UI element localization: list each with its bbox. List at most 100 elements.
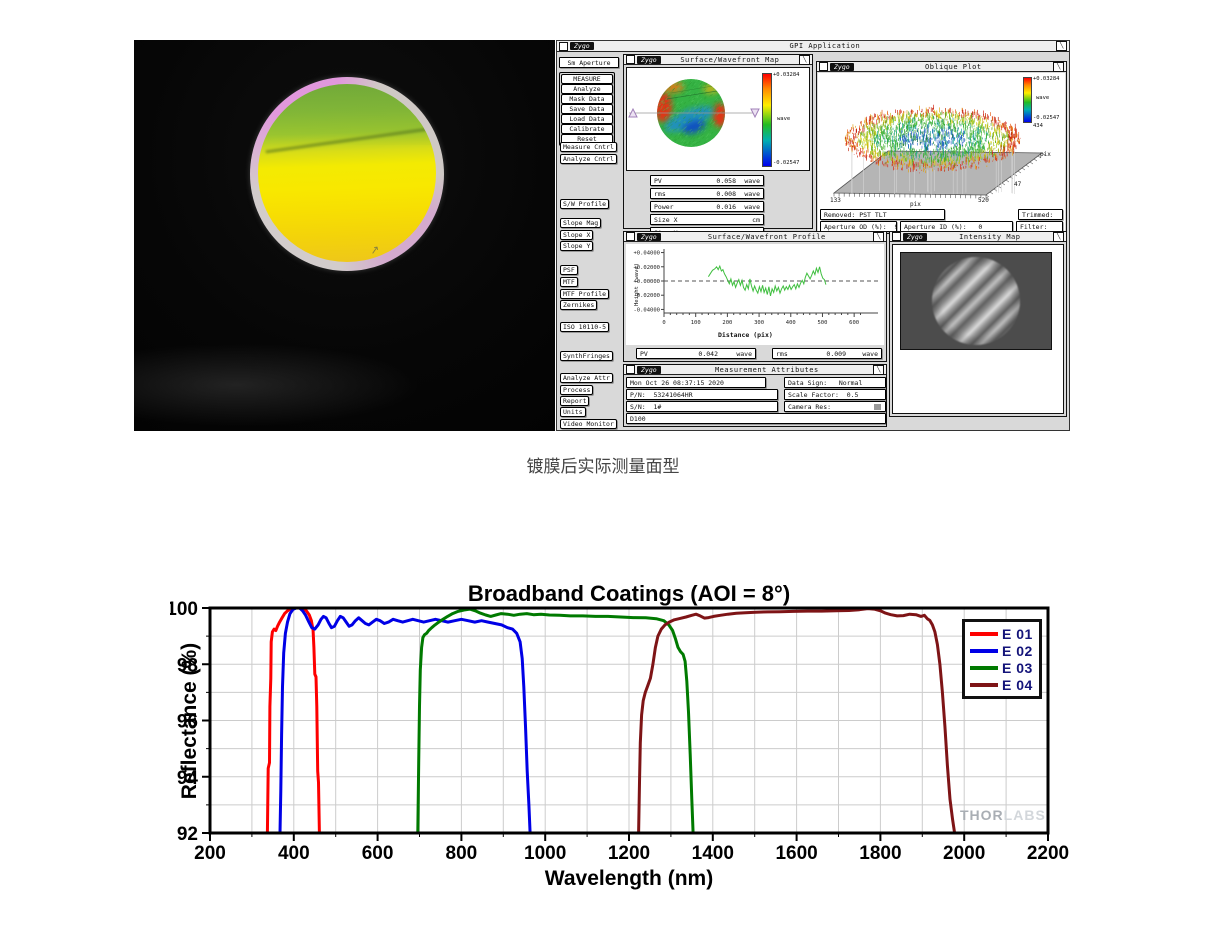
video-monitor-button[interactable]: Video Monitor	[560, 419, 617, 429]
svg-text:2200: 2200	[1027, 843, 1069, 864]
zygo-logo: Zygo	[637, 55, 661, 64]
legend-item-e03: E 03	[970, 659, 1034, 676]
slope-x-button[interactable]: Slope X	[560, 230, 594, 240]
analyze-button[interactable]: Analyze	[561, 84, 613, 94]
chart-title: Broadband Coatings (AOI = 8°)	[467, 581, 791, 606]
window-resize-icon[interactable]: ╲	[1053, 61, 1064, 72]
analyze-cntrl-button[interactable]: Analyze Cntrl	[560, 154, 617, 164]
calibrate-button[interactable]: Calibrate	[561, 124, 613, 134]
sw-profile-button[interactable]: S/W Profile	[560, 199, 610, 209]
app-titlebar[interactable]: Zygo GPI Application ╲	[557, 41, 1069, 52]
profile-stat-rms: rms 0.009 wave	[772, 348, 882, 359]
units-button[interactable]: Units	[560, 407, 586, 417]
load-data-button[interactable]: Load Data	[561, 114, 613, 124]
stat-value: 0.008	[716, 190, 736, 198]
svg-text:-0.02000: -0.02000	[634, 293, 661, 299]
map-colorbar	[762, 73, 772, 167]
psf-button[interactable]: PSF	[560, 265, 578, 275]
measure-button[interactable]: MEASURE	[561, 74, 613, 84]
map-stat-pv: PV 0.058 wave	[650, 175, 764, 186]
svg-text:1200: 1200	[608, 843, 650, 864]
save-data-button[interactable]: Save Data	[561, 104, 613, 114]
attributes-window-titlebar[interactable]: Zygo Measurement Attributes ╲	[624, 364, 886, 375]
svg-text:+0.02000: +0.02000	[634, 265, 661, 271]
profile-window-title: Surface/Wavefront Profile	[707, 232, 826, 241]
mask-data-button[interactable]: Mask Data	[561, 94, 613, 104]
svg-text:-0.04000: -0.04000	[634, 307, 661, 313]
process-button[interactable]: Process	[560, 385, 594, 395]
svg-text:100: 100	[170, 599, 198, 620]
window-resize-icon[interactable]: ╲	[1053, 231, 1064, 242]
intensity-window-title: Intensity Map	[959, 232, 1021, 241]
intensity-window-titlebar[interactable]: Zygo Intensity Map ╲	[890, 231, 1066, 242]
stat-label: PV	[654, 177, 662, 185]
oblique-x-label: pix	[910, 201, 921, 208]
map-colorbar-unit: wave	[777, 116, 791, 122]
window-menu-icon[interactable]	[626, 55, 635, 64]
map-window-titlebar[interactable]: Zygo Surface/Wavefront Map ╲	[624, 54, 812, 65]
window-menu-icon[interactable]	[819, 62, 828, 71]
profile-window-titlebar[interactable]: Zygo Surface/Wavefront Profile ╲	[624, 231, 886, 242]
window-resize-icon[interactable]: ╲	[799, 54, 810, 65]
svg-text:2000: 2000	[943, 843, 985, 864]
window-menu-icon[interactable]	[559, 41, 568, 51]
coated-optic-photo: ↑	[134, 40, 555, 431]
zygo-logo: Zygo	[830, 62, 854, 71]
watermark-light: LABS	[1003, 807, 1046, 823]
svg-text:+0.00000: +0.00000	[634, 279, 661, 285]
svg-text:1000: 1000	[524, 843, 566, 864]
chart-plot-area: 200 400 600 800 1000 1200 1400 1600 1800 2000 2200…	[170, 599, 1069, 864]
svg-text:200: 200	[722, 320, 732, 326]
broadband-coatings-chart: Broadband Coatings (AOI = 8°) Reflectanc…	[170, 581, 1090, 911]
window-menu-icon[interactable]	[626, 365, 635, 374]
stat-label: Power	[654, 203, 674, 211]
sm-aperture-label: Sm Aperture	[559, 57, 619, 68]
report-button[interactable]: Report	[560, 396, 590, 406]
legend-item-e01: E 01	[970, 625, 1034, 642]
attr-date: Mon Oct 26 08:37:15 2020	[626, 377, 766, 388]
svg-text:96: 96	[177, 712, 198, 733]
oblique-y-min: 47	[1014, 181, 1022, 188]
iso-10110-5-button[interactable]: ISO 10110-5	[560, 322, 610, 332]
zernikes-button[interactable]: Zernikes	[560, 300, 598, 310]
oblique-colorbar-unit: wave	[1036, 95, 1050, 101]
slope-mag-button[interactable]: Slope Mag	[560, 218, 602, 228]
stat-value: 0.042	[698, 350, 718, 358]
svg-text:600: 600	[362, 843, 394, 864]
synthfringes-button[interactable]: SynthFringes	[560, 351, 613, 361]
mtf-profile-button[interactable]: MTF Profile	[560, 289, 610, 299]
attr-part-id: D100	[626, 413, 886, 424]
chart-legend: E 01 E 02 E 03 E 04	[962, 619, 1042, 699]
oblique-window-titlebar[interactable]: Zygo Oblique Plot ╲	[817, 61, 1066, 72]
optic-glare	[258, 84, 436, 145]
slope-y-button[interactable]: Slope Y	[560, 241, 594, 251]
oblique-canvas: +0.03284 wave -0.02547 434 133 pix 520 4…	[818, 73, 1065, 233]
measure-cntrl-button[interactable]: Measure Cntrl	[560, 142, 617, 152]
window-resize-icon[interactable]: ╲	[873, 231, 884, 242]
svg-text:500: 500	[817, 320, 827, 326]
oblique-plot-window: Zygo Oblique Plot ╲ +0.03284 wave -0.025…	[816, 61, 1067, 234]
svg-text:1600: 1600	[775, 843, 817, 864]
window-key-icon[interactable]: ╲	[1056, 41, 1067, 51]
legend-label-e03: E 03	[1002, 659, 1033, 676]
window-menu-icon[interactable]	[626, 232, 635, 241]
svg-text:600: 600	[849, 320, 859, 326]
window-menu-icon[interactable]	[892, 232, 901, 241]
zygo-gpi-application-window: Zygo GPI Application ╲ Sm Aperture MEASU…	[556, 40, 1070, 431]
map-stat-rms: rms 0.008 wave	[650, 188, 764, 199]
stat-unit: wave	[736, 350, 752, 358]
stat-unit: cm	[752, 216, 760, 224]
zygo-logo: Zygo	[903, 232, 927, 241]
svg-text:400: 400	[786, 320, 796, 326]
oblique-3d-mesh-plot	[818, 73, 1065, 208]
intensity-canvas	[892, 244, 1064, 414]
thorlabs-watermark: THORLABS	[960, 807, 1046, 823]
stat-label: rms	[776, 350, 788, 358]
mtf-button[interactable]: MTF	[560, 277, 578, 287]
legend-item-e02: E 02	[970, 642, 1034, 659]
window-resize-icon[interactable]: ╲	[873, 364, 884, 375]
trimmed-status: Trimmed: 5	[1018, 209, 1063, 220]
oblique-colorbar	[1023, 77, 1032, 123]
analyze-attr-button[interactable]: Analyze Attr	[560, 373, 613, 383]
legend-swatch-e01	[970, 631, 998, 636]
